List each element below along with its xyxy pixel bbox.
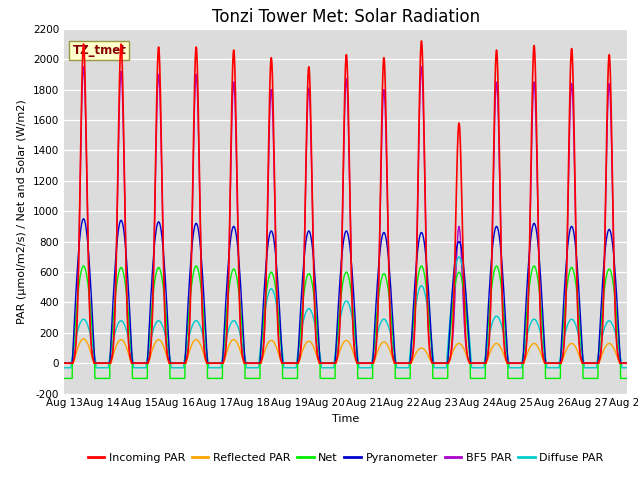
Line: Incoming PAR: Incoming PAR — [64, 41, 627, 363]
Incoming PAR — [417, 38, 425, 44]
Incoming PAR — [623, 360, 631, 366]
X-axis label: Time: Time — [332, 414, 359, 424]
BF5 PAR — [60, 360, 68, 366]
Line: Net: Net — [64, 266, 627, 378]
Line: Diffuse PAR: Diffuse PAR — [64, 257, 627, 368]
Diffuse PAR — [60, 365, 68, 371]
Y-axis label: PAR (μmol/m2/s) / Net and Solar (W/m2): PAR (μmol/m2/s) / Net and Solar (W/m2) — [17, 99, 28, 324]
Line: Reflected PAR: Reflected PAR — [64, 339, 627, 363]
Reflected PAR — [175, 360, 182, 366]
Incoming PAR — [621, 360, 629, 366]
Reflected PAR — [424, 351, 431, 357]
Title: Tonzi Tower Met: Solar Radiation: Tonzi Tower Met: Solar Radiation — [212, 8, 479, 26]
Incoming PAR — [271, 196, 278, 202]
Text: TZ_tmet: TZ_tmet — [72, 44, 126, 57]
BF5 PAR — [175, 360, 182, 366]
Pyranometer — [424, 273, 431, 278]
Pyranometer — [504, 353, 511, 359]
Reflected PAR — [80, 336, 88, 342]
Pyranometer — [60, 360, 68, 366]
Net — [180, 375, 188, 381]
Incoming PAR — [175, 360, 182, 366]
Reflected PAR — [504, 360, 511, 366]
Legend: Incoming PAR, Reflected PAR, Net, Pyranometer, BF5 PAR, Diffuse PAR: Incoming PAR, Reflected PAR, Net, Pyrano… — [83, 448, 608, 468]
Diffuse PAR — [180, 357, 188, 362]
BF5 PAR — [424, 299, 431, 304]
Incoming PAR — [504, 360, 511, 366]
Diffuse PAR — [424, 304, 431, 310]
Incoming PAR — [60, 360, 68, 366]
Net — [271, 281, 279, 287]
BF5 PAR — [271, 207, 279, 213]
Net — [623, 375, 631, 381]
BF5 PAR — [504, 360, 511, 366]
Line: Pyranometer: Pyranometer — [64, 219, 627, 363]
BF5 PAR — [621, 360, 629, 366]
Reflected PAR — [623, 360, 631, 366]
Pyranometer — [271, 245, 279, 251]
Line: BF5 PAR: BF5 PAR — [64, 67, 627, 363]
Net — [175, 375, 182, 381]
Pyranometer — [80, 216, 88, 222]
Net — [60, 375, 68, 381]
Reflected PAR — [180, 360, 188, 366]
Diffuse PAR — [455, 254, 463, 260]
Diffuse PAR — [504, 351, 511, 357]
Net — [424, 295, 431, 300]
Net — [621, 375, 629, 381]
BF5 PAR — [80, 64, 88, 70]
Incoming PAR — [180, 360, 188, 366]
Net — [79, 263, 87, 269]
Reflected PAR — [271, 341, 279, 347]
Diffuse PAR — [271, 293, 278, 299]
Diffuse PAR — [175, 365, 182, 371]
Pyranometer — [180, 360, 188, 366]
Net — [504, 355, 511, 361]
Pyranometer — [623, 360, 631, 366]
Diffuse PAR — [621, 365, 629, 371]
BF5 PAR — [180, 360, 188, 366]
BF5 PAR — [623, 360, 631, 366]
Diffuse PAR — [623, 365, 631, 371]
Pyranometer — [175, 360, 182, 366]
Incoming PAR — [424, 305, 431, 311]
Pyranometer — [621, 360, 629, 366]
Reflected PAR — [60, 360, 68, 366]
Reflected PAR — [621, 360, 629, 366]
